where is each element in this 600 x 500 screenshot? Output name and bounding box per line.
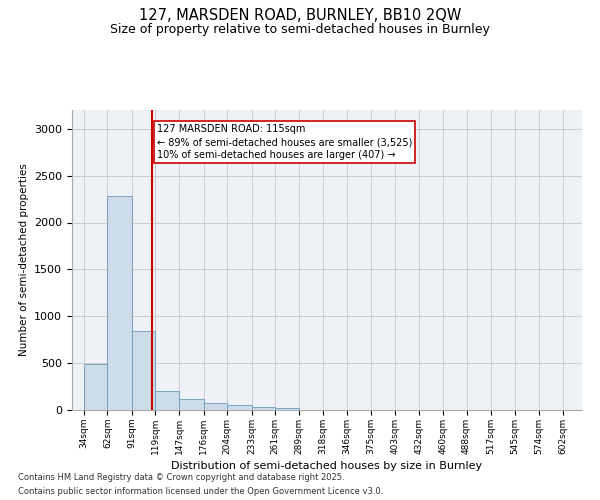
Bar xyxy=(251,407,275,410)
Bar xyxy=(84,364,107,410)
Text: Size of property relative to semi-detached houses in Burnley: Size of property relative to semi-detach… xyxy=(110,22,490,36)
Y-axis label: Number of semi-detached properties: Number of semi-detached properties xyxy=(19,164,29,356)
X-axis label: Distribution of semi-detached houses by size in Burnley: Distribution of semi-detached houses by … xyxy=(172,461,482,471)
Bar xyxy=(203,403,227,410)
Text: 127, MARSDEN ROAD, BURNLEY, BB10 2QW: 127, MARSDEN ROAD, BURNLEY, BB10 2QW xyxy=(139,8,461,22)
Bar xyxy=(179,399,203,410)
Bar xyxy=(132,331,155,410)
Bar xyxy=(227,406,251,410)
Text: 127 MARSDEN ROAD: 115sqm
← 89% of semi-detached houses are smaller (3,525)
10% o: 127 MARSDEN ROAD: 115sqm ← 89% of semi-d… xyxy=(157,124,413,160)
Text: Contains public sector information licensed under the Open Government Licence v3: Contains public sector information licen… xyxy=(18,488,383,496)
Text: Contains HM Land Registry data © Crown copyright and database right 2025.: Contains HM Land Registry data © Crown c… xyxy=(18,472,344,482)
Bar xyxy=(275,408,299,410)
Bar xyxy=(107,196,132,410)
Bar xyxy=(155,391,179,410)
